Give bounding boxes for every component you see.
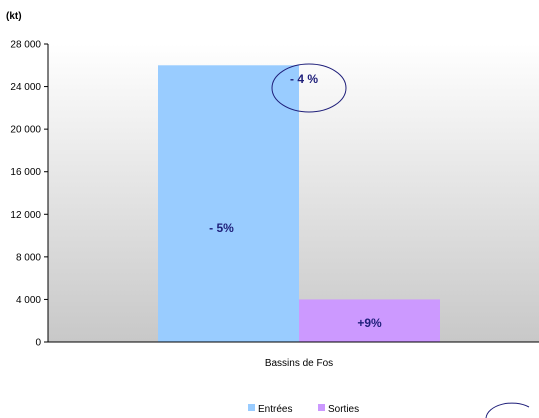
y-tick-label: 4 000 [16, 295, 41, 306]
y-tick-label: 0 [35, 338, 41, 349]
y-tick-label: 24 000 [10, 82, 41, 93]
y-tick-label: 8 000 [16, 252, 41, 263]
y-tick-label: 12 000 [10, 210, 41, 221]
total-annotation-circle [271, 63, 347, 113]
y-tick-label: 28 000 [10, 40, 41, 51]
legend-label: Sorties [328, 404, 359, 415]
unit-label: (kt) [6, 11, 22, 22]
total-annotation: - 4 % [290, 72, 318, 86]
bar-data-label: - 5% [209, 221, 234, 235]
partial-annotation-circle [485, 402, 530, 418]
legend-swatch [318, 404, 325, 411]
y-tick-label: 16 000 [10, 167, 41, 178]
bar-data-label: +9% [357, 316, 382, 330]
legend-label: Entrées [258, 404, 292, 415]
bar-entrees [158, 65, 299, 343]
bar-sorties [299, 299, 440, 342]
y-tick-label: 20 000 [10, 125, 41, 136]
category-label: Bassins de Fos [265, 358, 333, 369]
legend-swatch [248, 404, 255, 411]
